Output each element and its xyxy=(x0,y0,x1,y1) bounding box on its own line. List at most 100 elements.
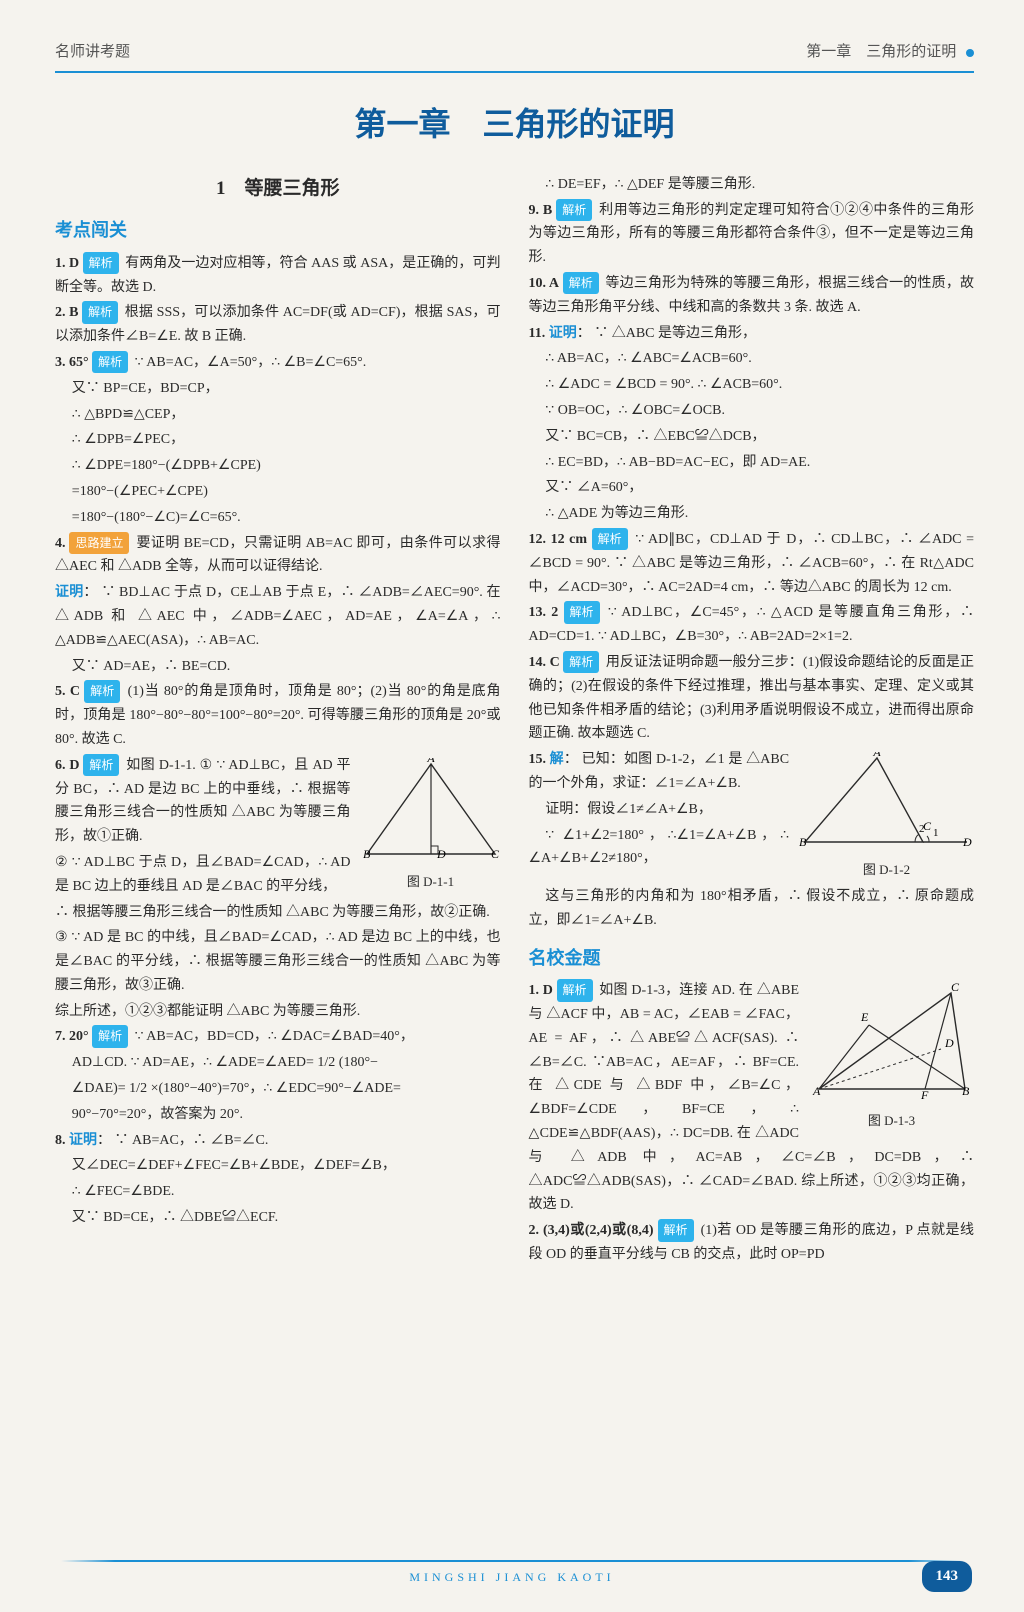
q11-head: 11. 证明： ∵ △ABC 是等边三角形， xyxy=(529,322,975,346)
q7-l1: ∵ AB=AC，BD=CD，∴ ∠DAC=∠BAD=40°， xyxy=(135,1029,414,1044)
q1-ans: 1. D xyxy=(55,256,79,271)
q6-ans: 6. D xyxy=(55,758,79,773)
q4-head: 4. 思路建立 要证明 BE=CD，只需证明 AB=AC 即可，由条件可以求得 … xyxy=(55,532,501,580)
q15-l4: 这与三角形的内角和为 180°相矛盾，∴ 假设不成立，∴ 原命题成立，即∠1=∠… xyxy=(529,885,975,933)
q11-l5: 又∵ BC=CB，∴ △EBC≌△DCB， xyxy=(529,425,975,449)
tag-jiexi: 解析 xyxy=(557,979,593,1001)
tag-jiexi: 解析 xyxy=(658,1219,694,1241)
q11-l4: ∵ OB=OC，∴ ∠OBC=∠OCB. xyxy=(529,399,975,423)
q2: 2. B 解析 根据 SSS，可以添加条件 AC=DF(或 AD=CF)，根据 … xyxy=(55,301,501,349)
q8-ans: 8. xyxy=(55,1133,66,1148)
q9: 9. B 解析 利用等边三角形的判定定理可知符合①②④中条件的三角形为等边三角形… xyxy=(529,199,975,270)
q11-l2: ∴ AB=AC，∴ ∠ABC=∠ACB=60°. xyxy=(529,347,975,371)
q8-l4: 又∵ BD=CE，∴ △DBE≌△ECF. xyxy=(55,1206,501,1230)
triangle-complex-icon: A B C E F D xyxy=(809,983,974,1099)
figure-d-1-1: A B C D 图 D-1-1 xyxy=(361,758,501,893)
q11-l3: ∴ ∠ADC = ∠BCD = 90°. ∴ ∠ACB=60°. xyxy=(529,373,975,397)
tag-jiexi: 解析 xyxy=(563,272,599,294)
q1-text: 有两角及一边对应相等，符合 AAS 或 ASA，是正确的，可判断全等。故选 D. xyxy=(55,256,501,295)
svg-text:A: A xyxy=(872,752,881,759)
mq2-ans: 2. (3,4)或(2,4)或(8,4) xyxy=(529,1223,654,1238)
q11-ans: 11. xyxy=(529,326,546,341)
svg-text:D: D xyxy=(436,847,446,860)
tag-zhengming: 证明 xyxy=(549,326,577,341)
q13: 13. 2 解析 ∵ AD⊥BC，∠C=45°，∴ △ACD 是等腰直角三角形，… xyxy=(529,601,975,649)
q8-l1: ∵ AB=AC，∴ ∠B=∠C. xyxy=(115,1133,269,1148)
q3-l3: ∴ △BPD≌△CEP， xyxy=(55,403,501,427)
q5-text: (1)当 80°的角是顶角时，顶角是 80°；(2)当 80°的角是底角时，顶角… xyxy=(55,684,501,747)
q3-l2: 又∵ BP=CE，BD=CP， xyxy=(55,377,501,401)
tag-jiexi: 解析 xyxy=(84,680,120,702)
q7-head: 7. 20° 解析 ∵ AB=AC，BD=CD，∴ ∠DAC=∠BAD=40°， xyxy=(55,1025,501,1049)
q14: 14. C 解析 用反证法证明命题一般分三步：(1)假设命题结论的反面是正确的；… xyxy=(529,651,975,746)
fig-cap-d-1-3: 图 D-1-3 xyxy=(809,1110,974,1132)
header-left: 名师讲考题 xyxy=(55,40,130,66)
r-cont: ∴ DE=EF，∴ △DEF 是等腰三角形. xyxy=(529,173,975,197)
page-number: 143 xyxy=(922,1561,973,1593)
svg-text:E: E xyxy=(860,1010,869,1024)
tag-jiexi: 解析 xyxy=(592,528,628,550)
tag-jiexi: 解析 xyxy=(556,199,592,221)
section-title: 1 等腰三角形 xyxy=(55,173,501,205)
q5: 5. C 解析 (1)当 80°的角是顶角时，顶角是 80°；(2)当 80°的… xyxy=(55,680,501,751)
svg-text:B: B xyxy=(799,835,807,848)
q8-l3: ∴ ∠FEC=∠BDE. xyxy=(55,1180,501,1204)
fig-cap-d-1-1: 图 D-1-1 xyxy=(361,871,501,893)
q11-l6: ∴ EC=BD，∴ AB−BD=AC−EC，即 AD=AE. xyxy=(529,451,975,475)
footer-rule xyxy=(61,1560,962,1562)
svg-text:A: A xyxy=(426,758,435,765)
q10: 10. A 解析 等边三角形为特殊的等腰三角形，根据三线合一的性质，故等边三角形… xyxy=(529,272,975,320)
q3-l6: =180°−(∠PEC+∠CPE) xyxy=(55,480,501,504)
tag-zhengming: 证明 xyxy=(55,585,83,600)
q7-l3: ∠DAE)= 1/2 ×(180°−40°)=70°，∴ ∠EDC=90°−∠A… xyxy=(55,1077,501,1101)
figure-d-1-3: A B C E F D 图 D-1-3 xyxy=(809,983,974,1132)
tag-zhengming: 证明 xyxy=(69,1133,97,1148)
left-column: 1 等腰三角形 考点闯关 1. D 解析 有两角及一边对应相等，符合 AAS 或… xyxy=(55,173,501,1269)
q3-l5: ∴ ∠DPE=180°−(∠DPB+∠CPE) xyxy=(55,454,501,478)
tag-jie: 解 xyxy=(550,752,564,767)
q14-ans: 14. C xyxy=(529,655,560,670)
q7-l2: AD⊥CD. ∵ AD=AE，∴ ∠ADE=∠AED= 1/2 (180°− xyxy=(55,1051,501,1075)
svg-text:F: F xyxy=(920,1088,929,1099)
svg-text:C: C xyxy=(923,819,932,833)
svg-text:B: B xyxy=(363,847,371,860)
q13-ans: 13. 2 xyxy=(529,605,559,620)
q12-ans: 12. 12 cm xyxy=(529,532,588,547)
tag-jiexi: 解析 xyxy=(563,651,599,673)
q4-ans: 4. xyxy=(55,536,66,551)
svg-text:B: B xyxy=(962,1084,970,1098)
svg-text:D: D xyxy=(962,835,972,848)
q3-l1: ∵ AB=AC，∠A=50°，∴ ∠B=∠C=65°. xyxy=(135,355,367,370)
tag-jiexi: 解析 xyxy=(564,601,600,623)
q8-head: 8. 证明： ∵ AB=AC，∴ ∠B=∠C. xyxy=(55,1129,501,1153)
q15-ans: 15. xyxy=(529,752,547,767)
tag-silu: 思路建立 xyxy=(69,532,129,554)
q6-p3: ∴ 根据等腰三角形三线合一的性质知 △ABC 为等腰三角形，故②正确. xyxy=(55,901,501,925)
svg-text:C: C xyxy=(951,983,960,994)
subsection-mingxiao: 名校金题 xyxy=(529,943,975,974)
svg-text:C: C xyxy=(491,847,500,860)
q11-l1: ∵ △ABC 是等边三角形， xyxy=(594,326,756,341)
q6-p4: ③ ∵ AD 是 BC 的中线，且∠BAD=∠CAD，∴ AD 是边 BC 上的… xyxy=(55,926,501,997)
q8-l2: 又∠DEC=∠DEF+∠FEC=∠B+∠BDE，∠DEF=∠B， xyxy=(55,1154,501,1178)
right-column: ∴ DE=EF，∴ △DEF 是等腰三角形. 9. B 解析 利用等边三角形的判… xyxy=(529,173,975,1269)
q7-l4: 90°−70°=20°，故答案为 20°. xyxy=(55,1103,501,1127)
q3-l4: ∴ ∠DPB=∠PEC， xyxy=(55,428,501,452)
q9-text: 利用等边三角形的判定定理可知符合①②④中条件的三角形为等边三角形，所有的等腰三角… xyxy=(529,203,975,266)
two-column-layout: 1 等腰三角形 考点闯关 1. D 解析 有两角及一边对应相等，符合 AAS 或… xyxy=(55,173,974,1269)
tag-jiexi: 解析 xyxy=(92,351,128,373)
tag-jiexi: 解析 xyxy=(83,252,119,274)
svg-text:1: 1 xyxy=(933,827,939,839)
q6-p5: 综上所述，①②③都能证明 △ABC 为等腰三角形. xyxy=(55,1000,501,1024)
svg-text:D: D xyxy=(944,1036,954,1050)
q2-ans: 2. B xyxy=(55,305,78,320)
header-right: 第一章 三角形的证明 xyxy=(806,40,974,66)
triangle-ext-icon: A B 2 1 C D xyxy=(799,752,974,848)
q9-ans: 9. B xyxy=(529,203,553,218)
tag-jiexi: 解析 xyxy=(83,754,119,776)
svg-text:A: A xyxy=(812,1084,821,1098)
q15-l1: 已知：如图 D-1-2，∠1 是 △ABC 的一个外角，求证：∠1=∠A+∠B. xyxy=(529,752,790,791)
q12: 12. 12 cm 解析 ∵ AD∥BC，CD⊥AD 于 D，∴ CD⊥BC，∴… xyxy=(529,528,975,599)
q3-l7: =180°−(180°−∠C)=∠C=65°. xyxy=(55,506,501,530)
q2-text: 根据 SSS，可以添加条件 AC=DF(或 AD=CF)，根据 SAS，可以添加… xyxy=(55,305,501,344)
